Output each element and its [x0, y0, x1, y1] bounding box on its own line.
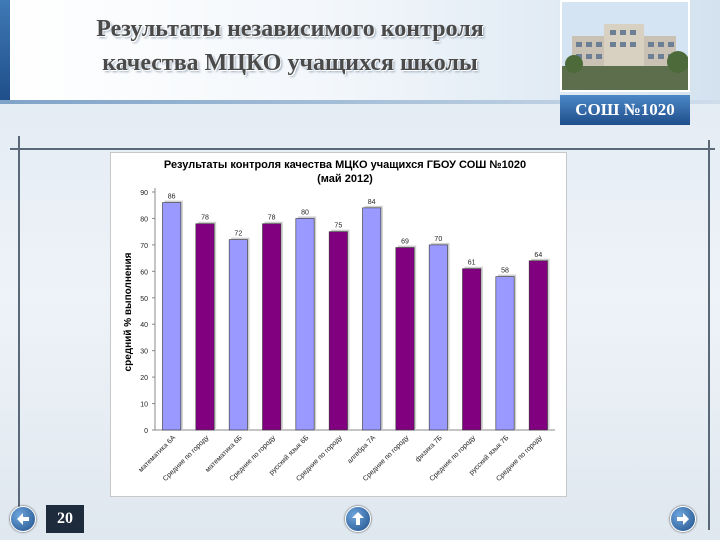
bar: [195, 223, 215, 431]
chart-title-line-2: (май 2012): [317, 173, 373, 185]
data-label: 86: [168, 194, 176, 201]
y-tick-label: 90: [140, 190, 148, 197]
data-label: 61: [468, 260, 476, 267]
bar: [228, 239, 248, 431]
y-tick-label: 80: [140, 216, 148, 223]
y-tick-label: 70: [140, 243, 148, 250]
header-rule: [0, 100, 720, 104]
bar: [495, 276, 515, 431]
arrow-up-icon: [352, 512, 364, 525]
data-label: 70: [434, 236, 442, 243]
bar: [395, 247, 415, 431]
y-tick-label: 20: [140, 375, 148, 382]
bar: [295, 218, 315, 431]
y-tick-label: 60: [140, 269, 148, 276]
slide-title-line-2: качества МЦКО учащихся школы: [102, 50, 478, 76]
chart-title-line-1: Результаты контроля качества МЦКО учащих…: [164, 159, 526, 171]
y-axis-label: средний % выполнения: [123, 252, 134, 371]
y-tick-label: 50: [140, 296, 148, 303]
bar: [362, 207, 382, 431]
data-label: 69: [401, 239, 409, 246]
page-number: 20: [46, 505, 84, 533]
y-tick-label: 40: [140, 322, 148, 329]
bar-chart: Результаты контроля качества МЦКО учащих…: [123, 159, 555, 483]
bar: [262, 223, 282, 431]
frame-line-left: [18, 136, 20, 526]
y-tick-label: 0: [144, 428, 148, 435]
bar: [162, 202, 182, 431]
data-label: 58: [501, 268, 509, 275]
data-label: 78: [268, 215, 276, 222]
arrow-right-icon: [677, 513, 689, 525]
bar: [528, 260, 548, 431]
data-label: 84: [368, 199, 376, 206]
data-label: 80: [301, 209, 309, 216]
data-label: 75: [334, 223, 342, 230]
y-tick-label: 10: [140, 402, 148, 409]
frame-line-top: [10, 148, 715, 150]
frame-line-right: [708, 140, 710, 530]
school-badge: СОШ №1020: [560, 95, 690, 125]
bar: [428, 244, 448, 431]
bar: [328, 231, 348, 431]
data-label: 72: [234, 231, 242, 238]
prev-slide-button[interactable]: [10, 506, 36, 532]
school-building-icon: [562, 2, 688, 90]
header-accent-band: [0, 0, 10, 100]
x-tick-label: алгебра 7А: [346, 434, 378, 466]
next-slide-button[interactable]: [670, 506, 696, 532]
data-label: 64: [534, 252, 542, 259]
x-tick-label: физика 7Б: [415, 434, 445, 464]
arrow-left-icon: [17, 513, 29, 525]
data-label: 78: [201, 215, 209, 222]
bar: [462, 268, 482, 431]
up-button[interactable]: [345, 506, 371, 532]
y-tick-label: 30: [140, 349, 148, 356]
school-building-photo: [560, 0, 690, 92]
slide-title-line-1: Результаты независимого контроля: [96, 16, 484, 42]
